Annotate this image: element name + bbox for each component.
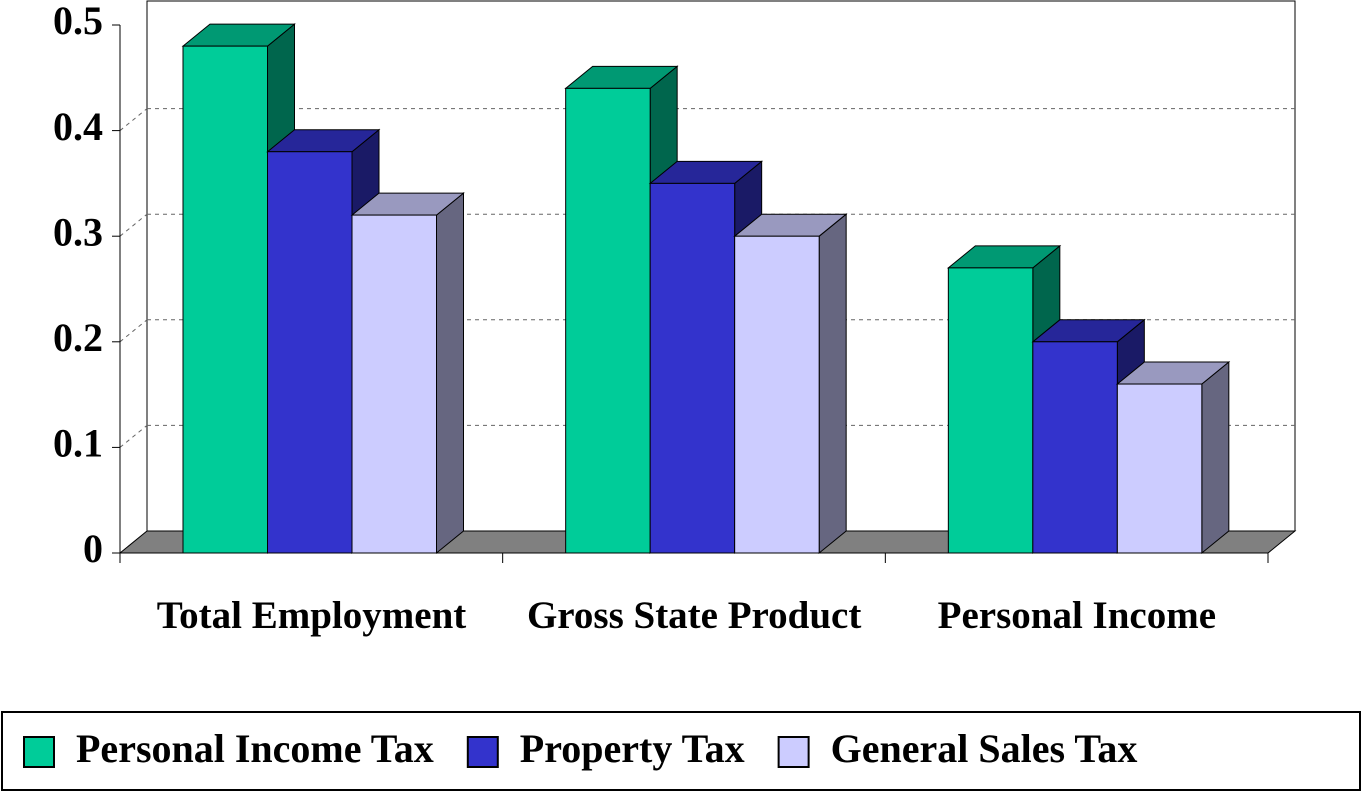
x-tick-label: Gross State Product	[526, 594, 862, 637]
y-tick-label: 0.1	[53, 421, 103, 466]
bar-side	[1201, 360, 1230, 555]
y-tick-label: 0.4	[53, 104, 103, 149]
grid-line	[119, 425, 148, 448]
bar-side	[818, 213, 847, 555]
legend-label: General Sales Tax	[831, 726, 1138, 771]
bar-side	[436, 192, 464, 555]
legend-label: Property Tax	[520, 726, 745, 771]
bar	[1116, 383, 1203, 554]
bar	[267, 151, 353, 554]
grid-line	[119, 213, 148, 237]
bar	[649, 182, 736, 554]
x-tick-label: Personal Income	[937, 594, 1217, 637]
grid-line	[119, 108, 148, 131]
bar	[351, 214, 437, 554]
y-tick-label: 0.2	[53, 315, 103, 360]
legend-label: Personal Income Tax	[76, 726, 434, 771]
legend-swatch	[777, 736, 810, 768]
legend-box	[1, 711, 1361, 791]
y-tick-label: 0	[83, 526, 103, 571]
bar	[1032, 341, 1118, 554]
bar	[947, 267, 1034, 554]
y-tick-label: 0.3	[53, 209, 103, 254]
x-tick-label: Total Employment	[156, 594, 467, 637]
legend-swatch	[23, 736, 55, 768]
bar	[734, 235, 820, 554]
y-tick-label: 0.5	[53, 0, 103, 43]
grid-line	[119, 319, 148, 343]
legend-swatch	[466, 736, 499, 768]
bar	[565, 87, 651, 554]
back-wall	[146, 0, 1296, 531]
bar	[182, 45, 268, 554]
